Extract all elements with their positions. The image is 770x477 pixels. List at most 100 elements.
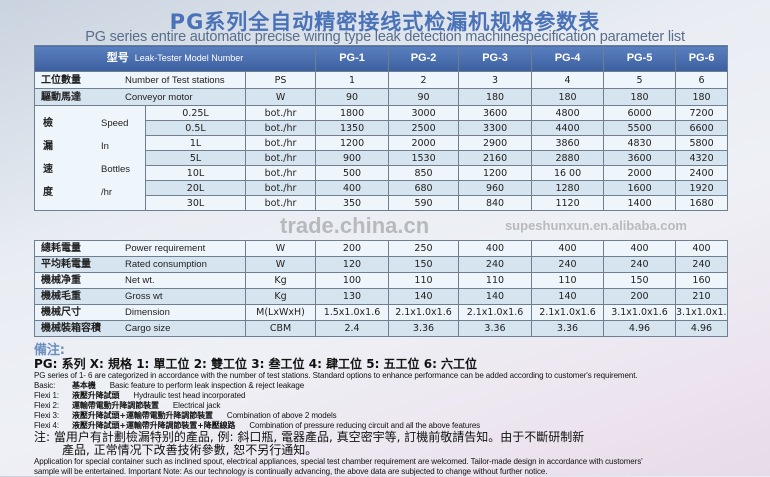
value-cell: 1400: [603, 195, 677, 211]
value-cell: 400: [603, 240, 676, 257]
value-cell: 4830: [603, 135, 677, 151]
value-cell: 1.5x1.0x1.6: [315, 304, 389, 321]
spec-table-bottom: 總耗電量 Power requirement W 200 250 400 400 400 400…: [34, 240, 728, 337]
page-title: PG系列全自动精密接线式检漏机规格参数表: [169, 10, 601, 34]
value-cell: 140: [458, 288, 532, 305]
bottle-size-cell: 0.5L: [145, 120, 246, 136]
value-cell: 3: [458, 71, 533, 89]
value-cell: 2000: [388, 135, 460, 151]
spec-table-top: 型号 Leak-Tester Model Number PG-1 PG-2 PG-…: [33, 45, 729, 211]
row-label: 機械尺寸 Dimension: [34, 304, 246, 321]
remark-en: Application for special container such a…: [34, 457, 643, 466]
row-label: 機械毛重 Gross wt: [34, 288, 246, 305]
value-cell: 3600: [458, 105, 533, 121]
value-cell: 1120: [531, 195, 605, 211]
notes-section: 備注: PG: 系列 X: 規格 1: 單工位 2: 雙工位 3: 叁工位 4:…: [34, 344, 770, 477]
value-cell: 960: [458, 180, 533, 196]
model-header: PG-6: [675, 45, 729, 72]
value-cell: 4.96: [675, 320, 728, 337]
value-cell: 1680: [675, 195, 729, 211]
value-cell: 3.36: [458, 320, 532, 337]
value-cell: 120: [315, 256, 389, 273]
value-cell: 3600: [603, 150, 677, 166]
unit-cell: M(LxWxH): [245, 304, 316, 321]
model-header: PG-4: [531, 45, 605, 72]
value-cell: 2160: [458, 150, 533, 166]
value-cell: 6600: [675, 120, 729, 136]
value-cell: 90: [315, 88, 390, 106]
unit-cell: CBM: [245, 320, 316, 337]
table-row: 機械净重 Net wt. Kg 100 110 110 110 150 160: [34, 272, 728, 289]
option-line: Flexi 2: 運輸帶電動升降調節裝置 Electrical jack: [34, 401, 221, 410]
value-cell: 2.1x1.0x1.6: [458, 304, 532, 321]
remark-en: sample will be entertained. Important No…: [34, 467, 548, 476]
option-line: Flexi 3: 液壓升降試頭+運輸帶電動升降調節裝置 Combination of…: [34, 411, 337, 420]
unit-cell: Kg: [245, 288, 316, 305]
value-cell: 4.96: [603, 320, 676, 337]
series-en: PG series of 1- 6 are categorized in acc…: [34, 371, 638, 380]
value-cell: 2400: [675, 165, 729, 181]
row-label: 工位數量 Number of Test stations: [34, 71, 246, 89]
value-cell: 5500: [603, 120, 677, 136]
value-cell: 400: [675, 240, 728, 257]
value-cell: 1280: [531, 180, 605, 196]
bottle-size-cell: 20L: [145, 180, 246, 196]
table-row: 總耗電量 Power requirement W 200 250 400 400 400 400: [34, 240, 728, 257]
value-cell: 1530: [388, 150, 460, 166]
notes-heading: 備注:: [34, 343, 65, 358]
value-cell: 3300: [458, 120, 533, 136]
unit-cell: bot./hr: [244, 120, 317, 136]
value-cell: 1: [315, 71, 390, 89]
value-cell: 3.36: [388, 320, 459, 337]
bottle-size-cell: 10L: [145, 165, 246, 181]
value-cell: 2900: [458, 135, 533, 151]
table-row: 5L bot./hr 900 1530 2160 2880 3600 4320: [35, 150, 729, 166]
watermark: supeshunxun.en.alibaba.com: [504, 218, 687, 233]
value-cell: 1800: [315, 105, 390, 121]
option-line: Basic: 基本機 Basic feature to perform leak i…: [34, 381, 305, 390]
table-row: 機械尺寸 Dimension M(LxWxH) 1.5x1.0x1.6 2.1x1.0x…: [34, 304, 728, 321]
value-cell: 200: [603, 288, 676, 305]
value-cell: 2500: [388, 120, 460, 136]
unit-cell: bot./hr: [244, 135, 317, 151]
value-cell: 210: [675, 288, 728, 305]
row-label: 驅動馬達 Conveyor motor: [34, 88, 246, 106]
unit-cell: PS: [244, 71, 317, 89]
value-cell: 1350: [315, 120, 390, 136]
option-line: Flexi 1: 液壓升降試頭 Hydraulic test head incorp…: [34, 391, 246, 400]
value-cell: 2.4: [315, 320, 389, 337]
value-cell: 2880: [531, 150, 605, 166]
value-cell: 400: [315, 180, 390, 196]
row-label: 平均耗電量 Rated consumption: [34, 256, 246, 273]
value-cell: 180: [458, 88, 533, 106]
bottle-size-cell: 5L: [145, 150, 246, 166]
value-cell: 2: [388, 71, 460, 89]
unit-cell: bot./hr: [244, 150, 317, 166]
speed-label: 檢 Speed 漏 In 速 Bottles 度/hr: [34, 105, 146, 211]
value-cell: 4800: [531, 105, 605, 121]
unit-cell: bot./hr: [244, 195, 317, 211]
table-row: 機械裝箱容積 Cargo size CBM 2.4 3.36 3.36 3.36 4.96 4.…: [34, 320, 728, 337]
value-cell: 680: [388, 180, 460, 196]
unit-cell: Kg: [245, 272, 316, 289]
value-cell: 1200: [458, 165, 533, 181]
value-cell: 200: [315, 240, 389, 257]
value-cell: 350: [315, 195, 390, 211]
value-cell: 3.1x1.0x1.6: [675, 304, 728, 321]
value-cell: 7200: [675, 105, 729, 121]
value-cell: 2000: [603, 165, 677, 181]
series-cn: PG: 系列 X: 規格 1: 單工位 2: 雙工位 3: 叁工位 4: 肆工位…: [34, 357, 478, 371]
value-cell: 180: [531, 88, 605, 106]
value-cell: 180: [603, 88, 677, 106]
table-row: 0.5L bot./hr 1350 2500 3300 4400 5500 6600: [35, 120, 729, 136]
value-cell: 850: [388, 165, 460, 181]
value-cell: 150: [603, 272, 676, 289]
value-cell: 6: [675, 71, 729, 89]
value-cell: 160: [675, 272, 728, 289]
value-cell: 240: [675, 256, 728, 273]
value-cell: 90: [388, 88, 460, 106]
value-cell: 5: [603, 71, 677, 89]
remark-cn: 產品, 正常情况下改善技術參數, 恕不另行通知。: [62, 443, 318, 457]
page-subtitle: PG series entire automatic precise wirin…: [85, 29, 685, 45]
table-row: 10L bot./hr 500 850 1200 16 00 2000 2400: [35, 165, 729, 181]
